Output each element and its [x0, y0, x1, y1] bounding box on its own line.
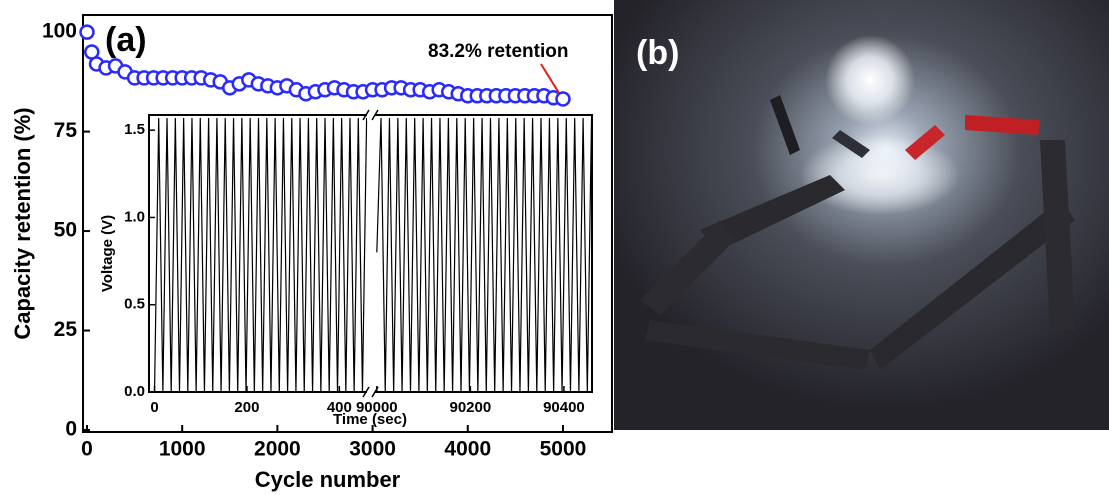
x-tick-label: 5000: [540, 438, 587, 461]
y-tick-label: 25: [54, 318, 78, 341]
y-tick-label: 0.5: [124, 296, 145, 313]
y-tick-label: 75: [54, 119, 78, 142]
y-axis-label: Capacity retention (%): [10, 107, 35, 339]
plot-frame: [82, 14, 613, 433]
y-tick-label: 1.0: [124, 208, 145, 225]
panel-label: (a): [105, 21, 147, 59]
voltage-line: [153, 117, 368, 393]
voltage-line: [376, 117, 593, 393]
annotation-arrow: [540, 63, 560, 94]
x-tick-label: 90400: [543, 399, 585, 416]
panel-label: (b): [636, 34, 679, 72]
y-tick-label: 0.0: [124, 383, 145, 400]
x-tick-label: 0: [81, 438, 93, 461]
y-tick-label: 0: [65, 418, 77, 441]
axis-break: [371, 386, 379, 398]
y-axis-label: Voltage (V): [99, 215, 116, 292]
y-tick-label: 1.5: [124, 121, 145, 138]
x-tick-label: 3000: [349, 438, 396, 461]
data-point: [79, 24, 95, 40]
y-tick-label: 50: [54, 219, 77, 242]
x-tick-label: 200: [234, 399, 259, 416]
data-point: [555, 91, 571, 107]
x-tick-label: 90200: [450, 399, 492, 416]
axis-break: [371, 109, 379, 121]
x-axis-label: Cycle number: [255, 467, 401, 492]
annotation: 83.2% retention: [428, 41, 568, 62]
axis-break-gap: [367, 386, 375, 398]
axis-break: [362, 386, 370, 398]
x-axis-label: Time (sec): [333, 411, 407, 428]
x-tick-label: 400: [327, 399, 352, 416]
axis-break: [362, 109, 370, 121]
x-tick-label: 4000: [444, 438, 491, 461]
x-tick-label: 0: [150, 399, 158, 416]
x-tick-label: 2000: [254, 438, 301, 461]
photo: (b): [614, 0, 1109, 430]
x-tick-label: 1000: [159, 438, 206, 461]
y-tick-label: 100: [42, 20, 77, 43]
x-tick-label: 90000: [356, 399, 398, 416]
axis-break-gap: [367, 109, 375, 121]
